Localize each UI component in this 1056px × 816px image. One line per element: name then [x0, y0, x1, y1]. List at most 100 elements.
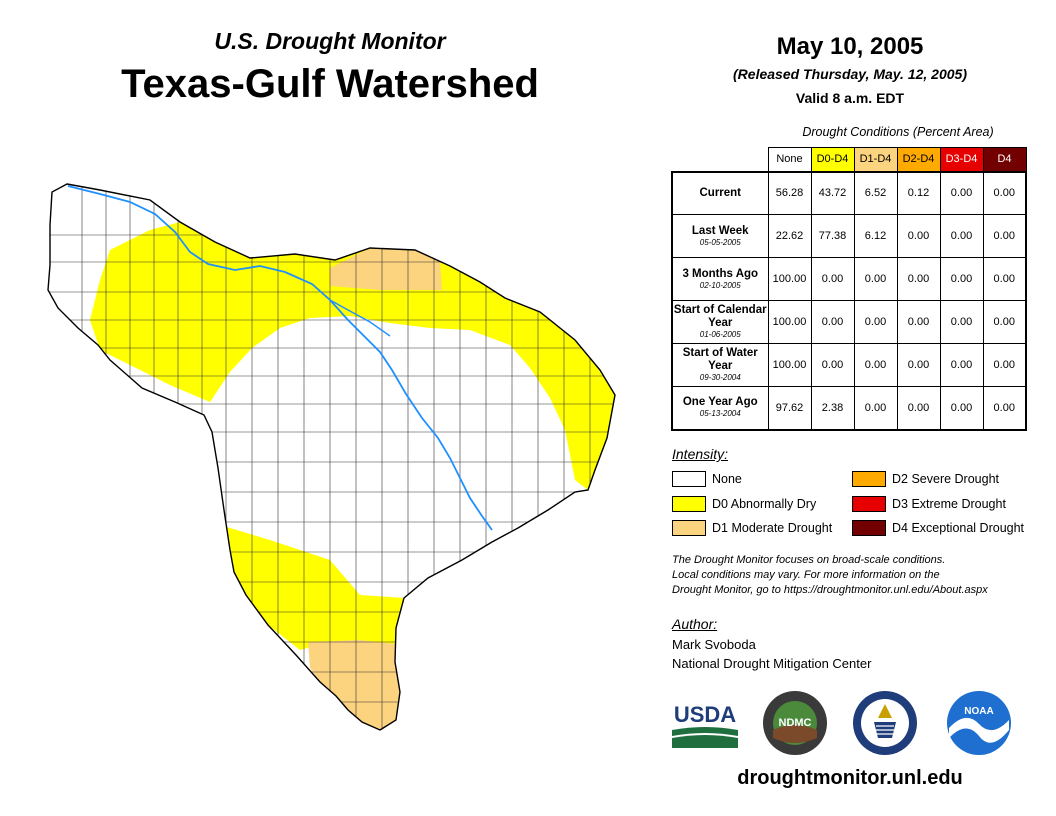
- table-cell: 0.00: [939, 214, 984, 258]
- note-line: Local conditions may vary. For more info…: [672, 569, 940, 581]
- legend-swatch: [672, 520, 706, 536]
- table-cell: 0.00: [939, 170, 984, 215]
- table-cell: 0.00: [982, 386, 1027, 431]
- column-header-d1-d4: D1-D4: [853, 147, 898, 172]
- table-cell: 0.00: [982, 343, 1027, 387]
- table-row: Last Week 05-05-2005 22.62 77.38 6.12 0.0…: [671, 214, 1027, 258]
- table-cell: 56.28: [767, 170, 812, 215]
- d0-region-north: [90, 222, 615, 490]
- table-corner: [672, 148, 768, 172]
- commerce-seal-logo: [853, 691, 917, 755]
- column-header-d2-d4: D2-D4: [896, 147, 941, 172]
- table-cell: 77.38: [810, 214, 855, 258]
- table-cell: 97.62: [767, 386, 812, 431]
- table-cell: 0.12: [896, 170, 941, 215]
- row-label: 3 Months Ago 02-10-2005: [671, 257, 769, 301]
- legend-label: D3 Extreme Drought: [892, 497, 1006, 511]
- author-name: Mark Svoboda: [672, 637, 756, 652]
- legend-item-d4: D4 Exceptional Drought: [852, 518, 1024, 538]
- svg-text:NOAA: NOAA: [964, 706, 993, 717]
- map-subtitle: U.S. Drought Monitor: [214, 28, 446, 54]
- svg-text:NDMC: NDMC: [779, 717, 812, 729]
- legend-label: None: [712, 472, 742, 486]
- author-organization: National Drought Mitigation Center: [672, 656, 872, 671]
- table-cell: 0.00: [853, 300, 898, 344]
- usda-logo: USDA: [672, 702, 738, 748]
- table-row: 3 Months Ago 02-10-2005 100.00 0.00 0.00 …: [671, 257, 1027, 301]
- table-cell: 0.00: [896, 214, 941, 258]
- note-line: The Drought Monitor focuses on broad-sca…: [672, 554, 946, 566]
- legend-label: D0 Abnormally Dry: [712, 497, 817, 511]
- svg-text:USDA: USDA: [674, 702, 736, 727]
- table-cell: 6.12: [853, 214, 898, 258]
- legend-label: D2 Severe Drought: [892, 472, 1000, 486]
- table-cell: 0.00: [982, 170, 1027, 215]
- column-header-none: None: [767, 147, 812, 172]
- table-cell: 100.00: [767, 300, 812, 344]
- table-row: Start of Calendar Year 01-06-2005 100.00 …: [671, 300, 1027, 344]
- table-cell: 0.00: [982, 257, 1027, 301]
- column-header-d4: D4: [982, 147, 1027, 172]
- legend-swatch: [852, 520, 886, 536]
- website-link[interactable]: droughtmonitor.unl.edu: [737, 767, 963, 789]
- drought-conditions-table: None D0-D4 D1-D4 D2-D4 D3-D4 D4 Current …: [671, 147, 1027, 431]
- table-cell: 43.72: [810, 170, 855, 215]
- table-row: One Year Ago 05-13-2004 97.62 2.38 0.00 0…: [671, 386, 1027, 431]
- table-cell: 0.00: [896, 300, 941, 344]
- d0-region-south: [220, 525, 404, 662]
- noaa-logo: NOAA: [947, 691, 1011, 755]
- table-caption: Drought Conditions (Percent Area): [802, 125, 994, 139]
- legend-swatch: [852, 471, 886, 487]
- table-cell: 22.62: [767, 214, 812, 258]
- legend-item-d1: D1 Moderate Drought: [672, 518, 832, 538]
- legend-label: D4 Exceptional Drought: [892, 521, 1025, 535]
- column-header-d3-d4: D3-D4: [939, 147, 984, 172]
- ndmc-logo: NDMC: [763, 691, 827, 755]
- river-line: [67, 185, 493, 531]
- valid-time: Valid 8 a.m. EDT: [795, 90, 905, 106]
- table-cell: 0.00: [896, 343, 941, 387]
- table-cell: 0.00: [939, 257, 984, 301]
- table-cell: 0.00: [896, 257, 941, 301]
- row-label: Last Week 05-05-2005: [671, 214, 769, 258]
- table-cell: 0.00: [853, 257, 898, 301]
- author-heading: Author:: [672, 616, 718, 632]
- row-label: One Year Ago 05-13-2004: [671, 386, 769, 431]
- legend-swatch: [852, 496, 886, 512]
- legend-title: Intensity:: [672, 446, 729, 462]
- table-cell: 0.00: [939, 343, 984, 387]
- legend-item-d3: D3 Extreme Drought: [852, 494, 1006, 514]
- table-cell: 0.00: [939, 386, 984, 431]
- map-title: Texas-Gulf Watershed: [121, 62, 539, 106]
- legend-label: D1 Moderate Drought: [712, 521, 833, 535]
- d1-region-north: [330, 248, 442, 290]
- note-line: Drought Monitor, go to https://droughtmo…: [672, 584, 988, 596]
- table-cell: 0.00: [810, 257, 855, 301]
- legend-item-d0: D0 Abnormally Dry: [672, 494, 816, 514]
- table-cell: 0.00: [982, 214, 1027, 258]
- d1-region-south: [308, 640, 400, 730]
- legend-swatch: [672, 471, 706, 487]
- row-label: Current: [671, 170, 769, 215]
- column-header-d0-d4: D0-D4: [810, 147, 855, 172]
- legend-item-none: None: [672, 469, 742, 489]
- table-cell: 6.52: [853, 170, 898, 215]
- watershed-map: [47, 183, 616, 731]
- disclaimer-note: The Drought Monitor focuses on broad-sca…: [672, 553, 1042, 598]
- row-label: Start of Calendar Year 01-06-2005: [671, 300, 769, 344]
- table-cell: 100.00: [767, 343, 812, 387]
- table-cell: 2.38: [810, 386, 855, 431]
- table-cell: 0.00: [853, 343, 898, 387]
- river-line-2: [329, 299, 391, 337]
- table-cell: 0.00: [939, 300, 984, 344]
- legend-item-d2: D2 Severe Drought: [852, 469, 999, 489]
- release-date: (Released Thursday, May. 12, 2005): [733, 66, 967, 82]
- table-cell: 0.00: [810, 343, 855, 387]
- table-row: Current 56.28 43.72 6.52 0.12 0.00 0.00: [671, 170, 1027, 215]
- table-cell: 0.00: [982, 300, 1027, 344]
- row-label: Start of Water Year 09-30-2004: [671, 343, 769, 387]
- table-cell: 0.00: [853, 386, 898, 431]
- table-row: Start of Water Year 09-30-2004 100.00 0.0…: [671, 343, 1027, 387]
- table-cell: 0.00: [810, 300, 855, 344]
- table-cell: 0.00: [896, 386, 941, 431]
